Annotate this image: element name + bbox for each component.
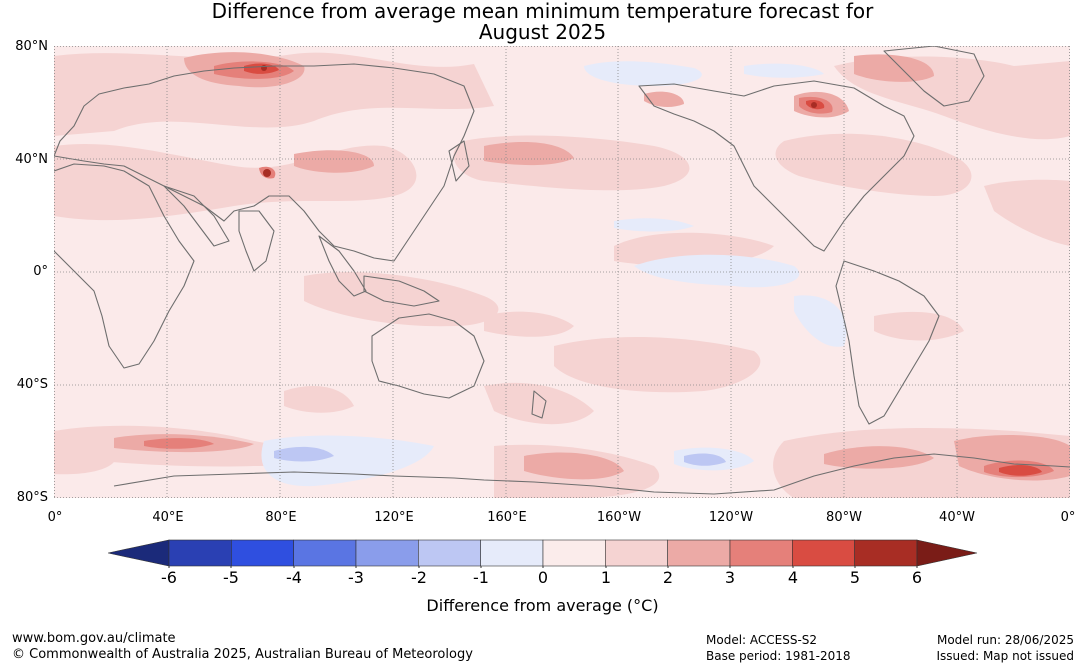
colorbar-label: Difference from average (°C) [426, 596, 659, 615]
colorbar-swatch [355, 539, 419, 567]
coastline-greenland [883, 46, 985, 107]
coastline-arabia-india [163, 185, 275, 272]
colorbar-swatch-high-arrow [916, 539, 978, 567]
coastline-australia [371, 313, 485, 399]
map-title-line2: August 2025 [478, 20, 607, 44]
colorbar-swatch [542, 539, 606, 567]
coastlines [54, 46, 1070, 495]
colorbar-tick-3: 3 [724, 568, 736, 587]
colorbar-tick-0: 0 [537, 568, 549, 587]
colorbar-swatch [605, 539, 668, 567]
colorbar-swatch [480, 539, 544, 567]
colorbar-swatch [667, 539, 731, 567]
lon-label-40e: 40°E [152, 510, 184, 525]
lon-label-40w: 40°W [939, 510, 975, 525]
coastline-africa [54, 163, 195, 369]
colorbar-tick-minus5: -5 [223, 568, 239, 587]
colorbar-tick-minus4: -4 [286, 568, 302, 587]
lat-label-equator: 0° [33, 264, 48, 279]
lat-label-80n: 80°N [15, 39, 48, 54]
forecast-map [54, 46, 1070, 498]
footer-url[interactable]: www.bom.gov.au/climate [12, 631, 176, 646]
colorbar-tick-minus6: -6 [161, 568, 177, 587]
colorbar-swatch [854, 539, 918, 567]
colorbar-swatch [418, 539, 481, 567]
lat-label-40s: 40°S [16, 377, 48, 392]
colorbar-tick-5: 5 [849, 568, 861, 587]
lon-label-80e: 80°E [265, 510, 297, 525]
graticule [54, 46, 1070, 498]
coastline-se-asia [318, 235, 440, 307]
lat-label-80s: 80°S [16, 490, 48, 505]
lon-label-0: 0° [47, 510, 63, 525]
lon-label-160w: 160°W [596, 510, 642, 525]
coastline-europe-asia [54, 63, 475, 262]
map-canvas [54, 46, 1070, 498]
colorbar-swatch [729, 539, 793, 567]
coastline-japan [448, 140, 470, 182]
colorbar [108, 539, 978, 568]
lon-label-120w: 120°W [708, 510, 754, 525]
footer-copyright: © Commonwealth of Australia 2025, Austra… [12, 647, 473, 662]
colorbar-tick-1: 1 [600, 568, 612, 587]
footer-issued: Issued: Map not issued [936, 649, 1074, 663]
lon-label-120e: 120°E [374, 510, 414, 525]
colorbar-tick-4: 4 [787, 568, 799, 587]
footer-base-period: Base period: 1981-2018 [706, 649, 851, 663]
colorbar-tick-minus2: -2 [411, 568, 427, 587]
colorbar-swatches [108, 539, 978, 567]
colorbar-tick-2: 2 [662, 568, 674, 587]
map-title-line1: Difference from average mean minimum tem… [211, 0, 874, 23]
coastline-south-america [835, 260, 940, 425]
lon-label-80w: 80°W [826, 510, 862, 525]
footer-model-run: Model run: 28/06/2025 [936, 633, 1074, 647]
colorbar-tick-minus3: -3 [348, 568, 364, 587]
anomaly-minus-2-to-minus-1 [274, 446, 726, 466]
colorbar-swatch [792, 539, 855, 567]
colorbar-swatch [168, 539, 232, 567]
colorbar-swatch [293, 539, 357, 567]
lon-label-160e: 160°E [487, 510, 527, 525]
coastline-new-zealand [531, 390, 547, 419]
colorbar-ticks [168, 566, 918, 568]
colorbar-tick-minus1: -1 [473, 568, 489, 587]
anomaly-2-to-3 [114, 52, 1070, 481]
lon-label-0-end: 0° [1060, 510, 1076, 525]
colorbar-swatch [231, 539, 294, 567]
colorbar-tick-6: 6 [911, 568, 923, 587]
colorbar-swatch-low-arrow [108, 539, 170, 567]
coastline-antarctica [113, 453, 1070, 495]
footer-model: Model: ACCESS-S2 [706, 633, 818, 647]
lat-label-40n: 40°N [15, 152, 48, 167]
